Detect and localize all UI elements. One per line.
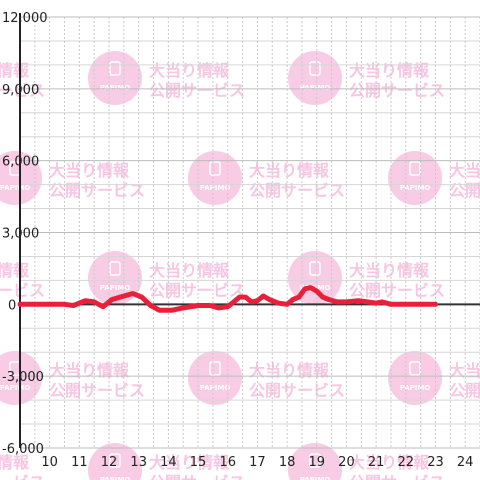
watermark-logo-icon [88,51,142,105]
watermark-line-2: 公開サービス [149,81,245,100]
x-tick-label: 15 [190,455,207,470]
x-tick-label: 16 [219,455,236,470]
watermark-logo-text: PAPIMO [300,84,331,92]
series-layer [17,285,438,313]
y-tick-label: -3,000 [2,370,44,385]
x-tick-label: 19 [309,455,326,470]
watermark-line-1: 大当り情報 [49,161,130,180]
x-tick-labels: 10 11 12 13 14 15 16 17 18 19 20 21 22 23 24 [41,455,473,470]
x-tick-label: 11 [71,455,88,470]
watermark-line-2: 公開サービス [0,81,45,100]
watermark-line-2: 公開サービス [249,181,345,200]
watermark-line-2: 公開サービス [0,473,45,480]
watermark-phone-icon [109,453,121,468]
watermark-line-2: 公開サービス [49,381,145,400]
watermark-logo-text: PAPIMO [200,384,231,392]
watermark-logo-icon [388,151,442,205]
watermark-phone-icon [109,261,121,276]
watermark-line-2: 公開サービス [149,281,245,300]
watermark-phone-icon [309,61,321,76]
watermark-line-1: 大当り情報 [249,361,330,380]
watermark-logo-text: PAPIMO [100,284,131,292]
watermark-line-1: 大当り情報 [149,261,230,280]
watermark-line-1: 大当り情報 [249,161,330,180]
x-tick-label: 17 [249,455,266,470]
watermark-logo-text: PAPIMO [200,184,231,192]
watermark-phone-icon [409,361,421,376]
watermark-logo-icon [188,151,242,205]
watermark-line-2: 公開サービス [349,81,445,100]
watermark-line-2: 公開サービス [349,281,445,300]
x-tick-label: 13 [130,455,147,470]
y-tick-label: 12,000 [2,11,48,26]
watermark-logo-text: PAPIMO [0,384,30,392]
watermark-phone-icon [109,61,121,76]
watermark-line-2: 公開サービス [349,473,445,480]
y-tick-label: 3,000 [2,227,39,242]
watermark-line-2: 公開サービス [149,473,245,480]
watermark-line-2: 公開サービス [49,181,145,200]
watermark-line-1: 大当り情報 [449,361,480,380]
x-tick-label: 21 [368,455,385,470]
watermark-logo-icon [388,351,442,405]
watermark-logo-icon [288,51,342,105]
x-tick-label: 18 [279,455,296,470]
watermark-line-2: 公開サービス [449,381,480,400]
watermark-line-2: 公開サービス [0,281,45,300]
watermark-phone-icon [309,261,321,276]
watermark-logo-text: PAPIMO [400,384,431,392]
watermark-line-1: 大当り情報 [449,161,480,180]
watermark-line-2: 公開サービス [449,181,480,200]
y-tick-label: 0 [8,298,16,313]
watermark-logo-text: PAPIMO [0,184,30,192]
watermark-phone-icon [209,161,221,176]
x-tick-label: 23 [427,455,444,470]
watermark-logo-icon [88,443,142,480]
x-tick-label: 22 [398,455,415,470]
x-tick-label: 24 [457,455,474,470]
watermark-line-1: 大当り情報 [0,61,30,80]
y-tick-label: 9,000 [2,83,39,98]
watermark-logo-text: PAPIMO [100,84,131,92]
x-tick-label: 14 [160,455,177,470]
watermark-logo-icon [288,443,342,480]
watermark-line-1: 大当り情報 [149,453,230,472]
watermark-phone-icon [209,361,221,376]
watermark-line-1: 大当り情報 [349,453,430,472]
x-tick-label: 20 [338,455,355,470]
x-tick-label: 12 [101,455,118,470]
watermark-line-2: 公開サービス [249,381,345,400]
series-line-0 [17,285,438,313]
y-tick-labels: -6,000 -3,000 0 3,000 6,000 9,000 12,000 [2,11,48,457]
watermark-line-1: 大当り情報 [349,61,430,80]
watermark-logo-icon [88,251,142,305]
y-tick-label: 6,000 [2,155,39,170]
watermark-line-1: 大当り情報 [0,261,30,280]
watermark-line-1: 大当り情報 [0,453,30,472]
watermark-logo-text: PAPIMO [100,476,131,480]
watermark-logo-icon [188,351,242,405]
x-tick-label: 10 [41,455,58,470]
watermark-line-1: 大当り情報 [49,361,130,380]
y-tick-label: -6,000 [2,442,44,457]
watermark-line-1: 大当り情報 [149,61,230,80]
watermark-phone-icon [409,161,421,176]
watermark-line-1: 大当り情報 [349,261,430,280]
watermark-logo-text: PAPIMO [300,476,331,480]
watermark-logo-text: PAPIMO [400,184,431,192]
watermark-phone-icon [309,453,321,468]
